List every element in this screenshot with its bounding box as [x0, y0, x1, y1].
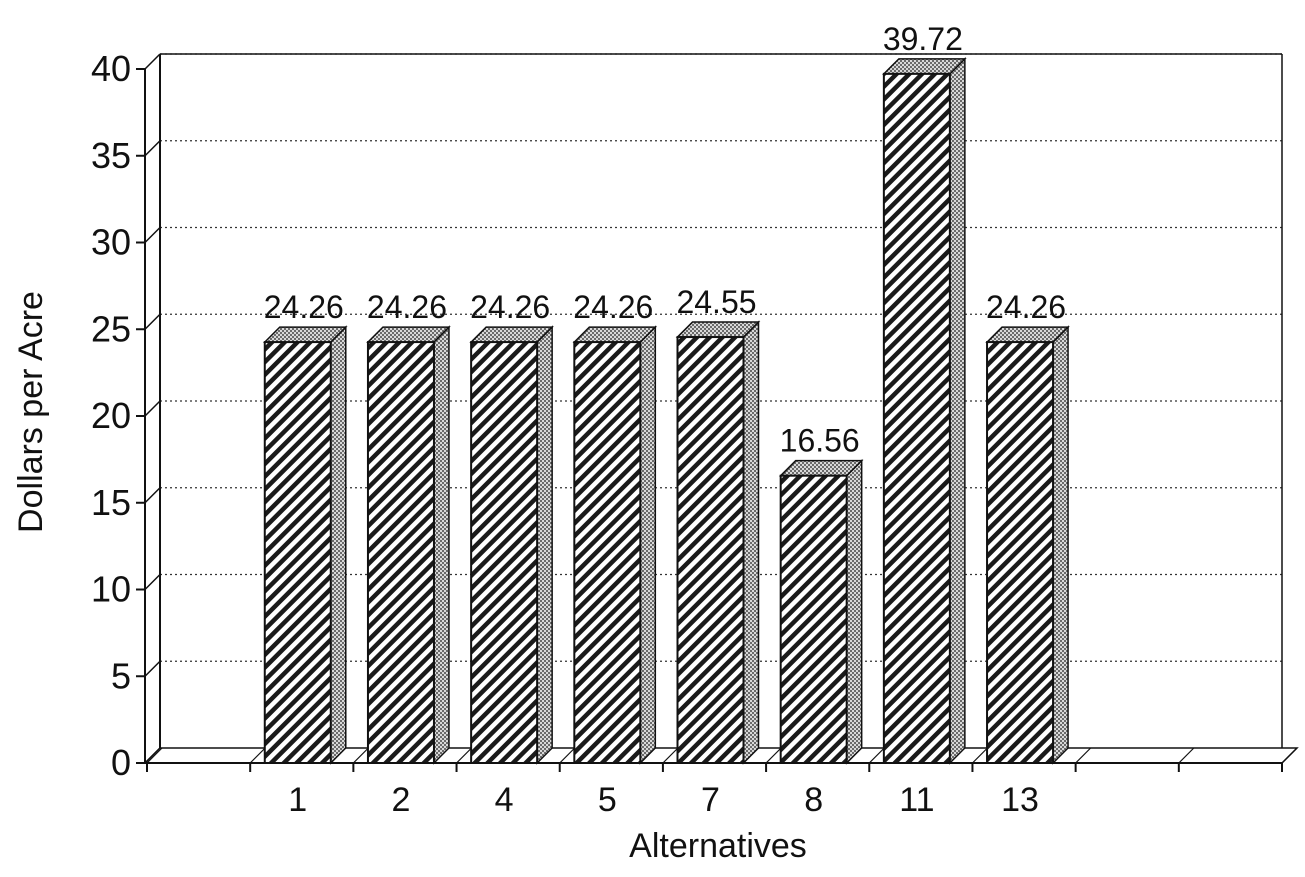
bar [572, 325, 658, 765]
y-depth-connector [144, 747, 161, 764]
y-axis-title: Dollars per Acre [12, 291, 50, 533]
bar-side-face [742, 320, 760, 765]
bar-side-face [1052, 325, 1069, 765]
x-depth-connector [1281, 747, 1298, 764]
x-depth-connector [352, 747, 369, 764]
x-depth-connector [1178, 747, 1195, 764]
x-tick-label: 1 [288, 781, 307, 819]
bar-top-face [778, 459, 864, 477]
bar [366, 325, 451, 765]
y-tick-label: 15 [91, 482, 131, 523]
bar-side-face [949, 57, 966, 765]
data-label: 24.26 [367, 289, 447, 325]
x-depth-connector [765, 747, 782, 764]
bar [882, 57, 967, 765]
y-depth-connector [144, 487, 161, 504]
y-depth-connector [144, 226, 161, 244]
y-depth-connector [144, 660, 161, 677]
bar-side-face [330, 325, 347, 765]
bar-top-face [985, 326, 1070, 343]
bar-front-face [986, 341, 1055, 764]
y-tick-label: 35 [91, 135, 131, 176]
bar-side-face [845, 458, 863, 765]
y-depth-connector [144, 53, 161, 70]
y-depth-connector [144, 573, 161, 591]
x-tick-label: 7 [701, 781, 720, 819]
bar [675, 320, 761, 765]
x-depth-connector [1075, 747, 1092, 764]
data-label: 24.26 [470, 289, 550, 325]
y-tick-label: 25 [91, 308, 131, 349]
bar-top-face [572, 326, 658, 343]
bar-side-face [433, 325, 450, 765]
bar-side-face [639, 325, 657, 765]
x-depth-connector [868, 747, 885, 764]
bar-front-face [573, 341, 642, 764]
bar [778, 458, 864, 765]
labels: 0 5 10 15 20 25 30 35 40 24.26 1 24.26 2 24.26 4 24.26 5… [91, 21, 1066, 819]
x-tick-label: 5 [598, 781, 617, 819]
y-depth-connector [144, 400, 161, 417]
bar-front-face [882, 72, 951, 765]
x-tick-label: 11 [899, 781, 934, 819]
bar-top-face [675, 321, 761, 338]
bar-front-face [366, 341, 435, 764]
data-label: 24.26 [264, 289, 344, 325]
bar-front-face [676, 336, 745, 764]
bar-front-face [470, 341, 539, 764]
bar-top-face [469, 326, 554, 343]
y-depth-connector [144, 313, 161, 330]
x-depth-connector [146, 747, 163, 764]
bar-front-face [779, 474, 848, 764]
data-label: 24.55 [676, 284, 756, 320]
y-tick-label: 5 [111, 655, 131, 696]
x-tick-label: 2 [391, 781, 410, 819]
x-tick-label: 13 [1001, 781, 1039, 819]
bar-side-face [536, 325, 553, 765]
data-label: 24.26 [986, 289, 1066, 325]
bar [985, 325, 1070, 765]
x-tick-label: 8 [804, 781, 823, 819]
y-depth-connector [144, 140, 161, 157]
data-label: 16.56 [780, 423, 860, 459]
y-tick-label: 20 [91, 395, 131, 436]
y-tick-label: 0 [111, 742, 131, 783]
bar-top-face [882, 58, 967, 75]
x-depth-connector [972, 747, 988, 764]
bar-top-face [366, 326, 451, 343]
bar [469, 325, 554, 765]
bar [262, 325, 348, 765]
x-depth-connector [559, 747, 576, 764]
x-depth-connector [249, 747, 266, 764]
bar-front-face [263, 341, 332, 764]
x-depth-connector [662, 747, 679, 764]
y-tick-label: 40 [91, 48, 131, 89]
x-depth-connector [456, 747, 472, 764]
data-label: 24.26 [573, 289, 653, 325]
data-label: 39.72 [883, 21, 963, 57]
y-tick-label: 10 [91, 569, 131, 610]
bar-top-face [262, 326, 348, 343]
x-axis-title: Alternatives [629, 827, 807, 865]
bars [262, 57, 1070, 765]
y-tick-label: 30 [91, 222, 131, 263]
x-tick-label: 4 [495, 781, 514, 819]
